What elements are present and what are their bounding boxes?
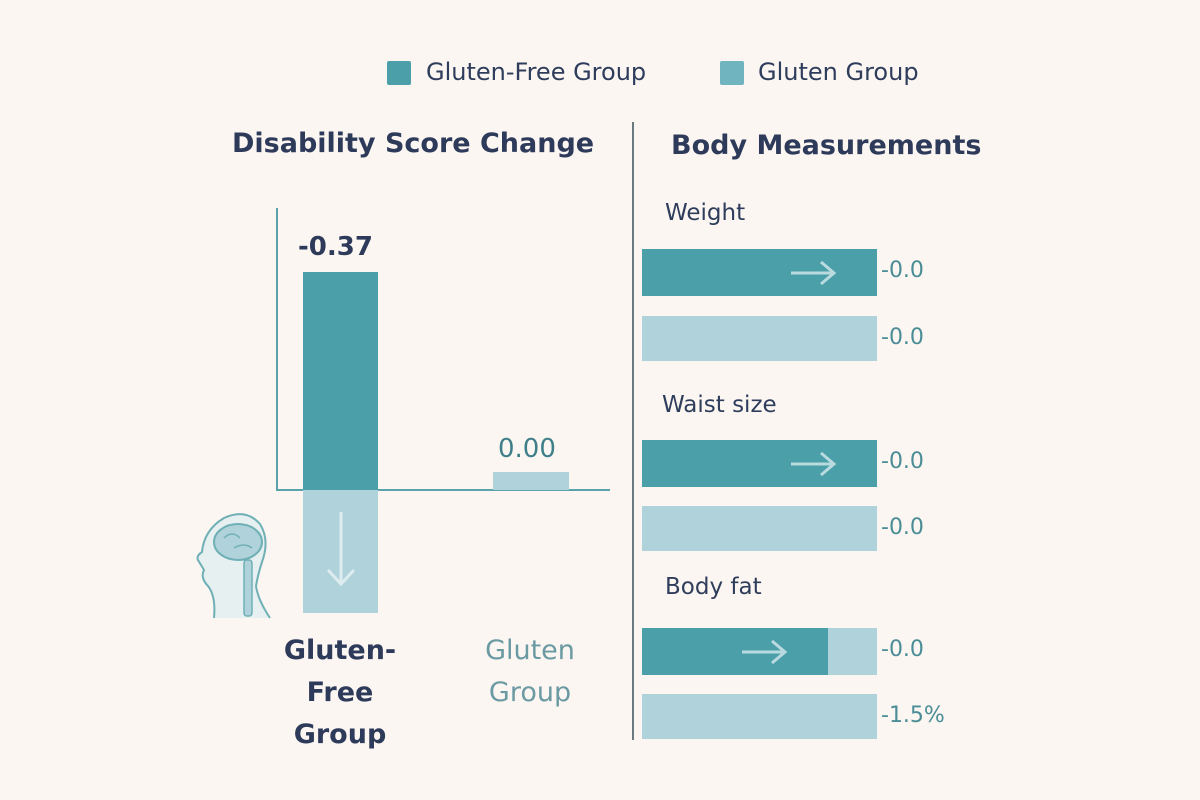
bar-gluten <box>642 316 877 361</box>
head-brain-spine-icon <box>196 513 271 619</box>
measure-label: Waist size <box>662 392 777 418</box>
data-label-gluten-free: -0.37 <box>298 232 373 262</box>
bar-gluten-free <box>642 249 877 296</box>
disability-chart-title: Disability Score Change <box>232 128 595 159</box>
y-axis <box>276 208 278 491</box>
legend-label-gluten-free: Gluten-Free Group <box>426 58 647 86</box>
bar-gluten-free <box>642 628 828 675</box>
down-arrow-icon <box>326 512 356 587</box>
bar-value-label: -0.0 <box>881 637 924 662</box>
bar-gluten <box>642 506 877 551</box>
category-label-gluten-free: Gluten- Free Group <box>270 630 410 756</box>
measure-label: Weight <box>665 200 746 226</box>
category-label-line: Group <box>488 677 572 708</box>
legend-swatch-gluten <box>720 61 744 85</box>
bar-value-label: -1.5% <box>881 703 945 728</box>
bar-gluten <box>642 694 877 739</box>
right-arrow-icon <box>791 260 837 286</box>
category-label-line: Gluten <box>485 635 575 666</box>
bar-value-label: -0.0 <box>881 515 924 540</box>
category-label-line: Free <box>306 677 374 708</box>
bar-gluten-free <box>642 440 877 487</box>
bar-value-label: -0.0 <box>881 258 924 283</box>
legend-label-gluten: Gluten Group <box>758 58 919 86</box>
bar-value-label: -0.0 <box>881 325 924 350</box>
measure-label: Body fat <box>665 574 762 600</box>
category-label-line: Group <box>293 719 387 750</box>
legend-swatch-gluten-free <box>387 61 411 85</box>
right-arrow-icon <box>742 639 788 665</box>
data-label-gluten: 0.00 <box>498 434 556 464</box>
bar-value-label: -0.0 <box>881 449 924 474</box>
bar-gluten-disability <box>493 472 569 490</box>
x-axis <box>276 489 610 491</box>
category-label-line: Gluten- <box>283 635 397 666</box>
body-measurements-title: Body Measurements <box>671 130 982 161</box>
panel-divider <box>632 122 634 740</box>
category-label-gluten: Gluten Group <box>460 630 600 714</box>
bar-gluten-free-disability <box>303 272 378 490</box>
right-arrow-icon <box>791 451 837 477</box>
